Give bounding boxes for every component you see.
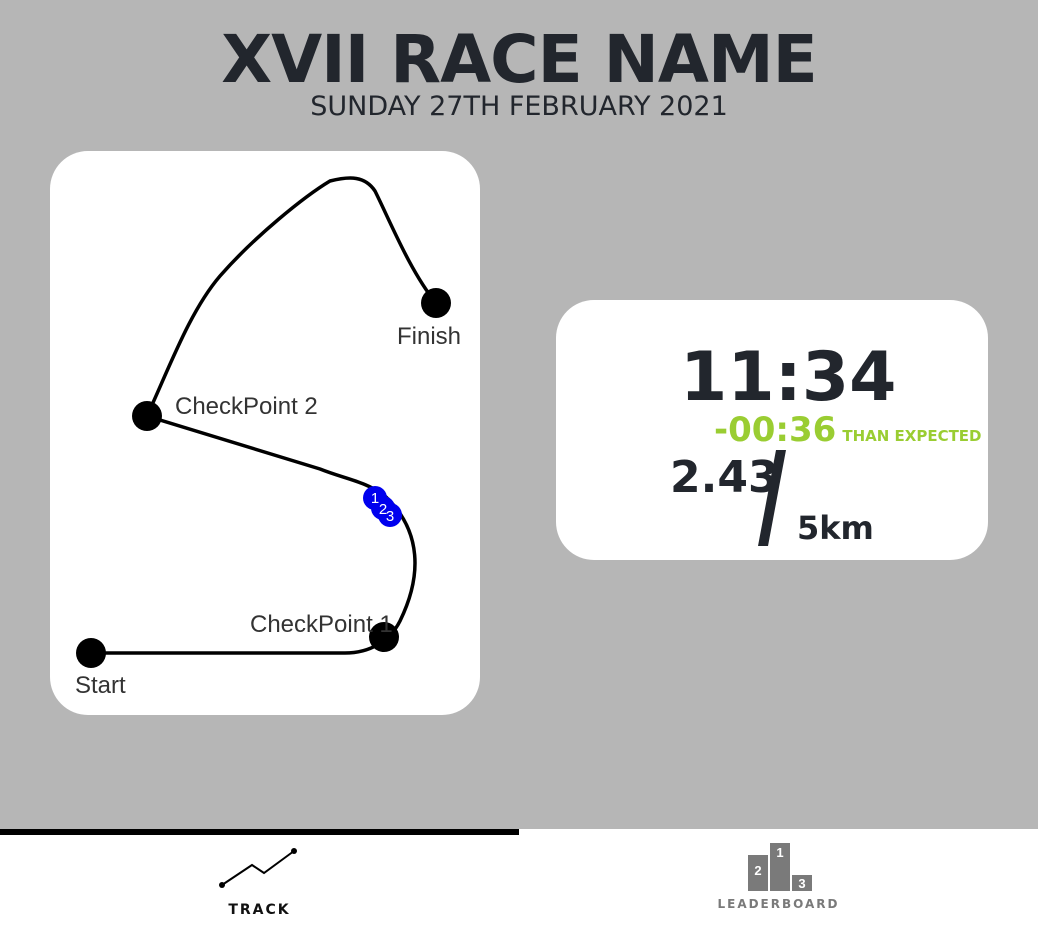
checkpoint-2-point[interactable] [132,401,162,431]
checkpoint-1-point[interactable] [369,622,399,652]
race-date: SUNDAY 27TH FEBRUARY 2021 [310,91,728,122]
distance-slash [758,450,786,546]
finish-point[interactable] [421,288,451,318]
podium-second-label: 2 [754,863,761,878]
route-line [89,176,438,655]
distance-current: 2.43 [670,452,779,503]
active-tab-indicator [0,829,519,835]
runner-marker-2-label: 2 [379,501,387,518]
runner-marker-1-label: 1 [371,490,379,507]
elapsed-time: 11:34 [680,338,897,417]
start-point[interactable] [76,638,106,668]
podium-icon: 2 1 3 [748,843,812,891]
distance-total: 5km [797,509,874,547]
time-delta: -00:36 THAN EXPECTED [714,410,982,456]
checkpoint-1-label: CheckPoint 1 [250,611,393,638]
race-title: XVII RACE NAME [221,21,818,98]
race-stats-card: 11:34 -00:36 THAN EXPECTED 2.43 5km [556,300,988,560]
track-map-card: 3 2 1 Start CheckPoint 1 CheckPoint 2 Fi… [50,151,480,715]
tab-leaderboard[interactable]: 2 1 3 LEADERBOARD [519,835,1038,925]
tab-leaderboard-label: LEADERBOARD [717,897,840,911]
checkpoint-2-label: CheckPoint 2 [175,393,318,420]
runner-marker-1[interactable] [363,486,387,510]
start-label: Start [75,672,126,699]
tab-track[interactable]: TRACK [0,835,519,925]
bottom-nav: TRACK 2 1 3 LEADERBOARD [0,829,1038,925]
runner-marker-3-label: 3 [386,508,394,525]
finish-label: Finish [397,323,461,350]
time-delta-value: -00:36 [714,410,837,450]
tab-track-label: TRACK [228,902,291,918]
podium-third-label: 3 [798,876,805,891]
track-line-icon [219,848,297,888]
time-delta-label: THAN EXPECTED [842,427,982,445]
podium-first-label: 1 [776,845,783,860]
track-map: 3 2 1 Start CheckPoint 1 CheckPoint 2 Fi… [75,176,461,699]
